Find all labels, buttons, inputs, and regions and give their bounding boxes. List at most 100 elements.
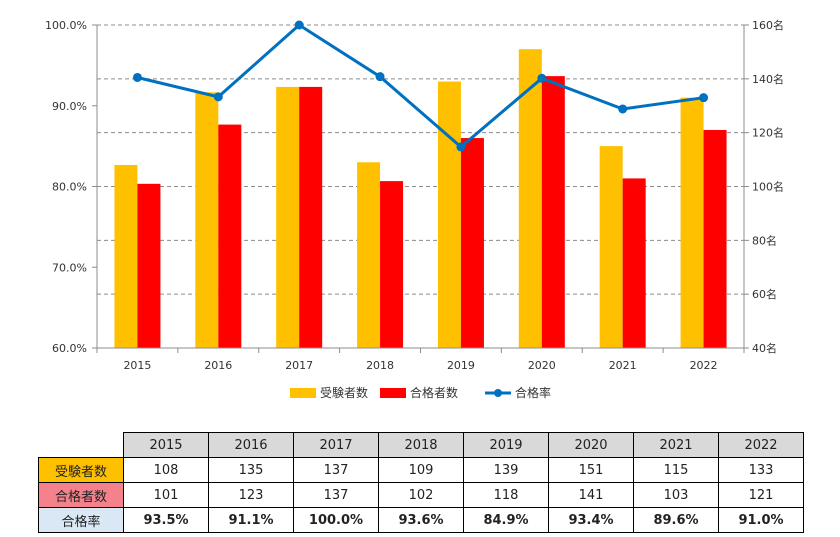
table-cell: 123 xyxy=(208,482,294,508)
bar-examinees-2018 xyxy=(357,162,381,348)
bar-examinees-2017 xyxy=(276,86,300,349)
table-cell: 109 xyxy=(378,457,464,483)
x-tick-label: 2017 xyxy=(285,359,313,372)
table-cell: 115 xyxy=(633,457,719,483)
bar-passers-2018 xyxy=(380,181,404,348)
table-cell: 93.6% xyxy=(378,507,464,533)
table-cell: 93.5% xyxy=(123,507,209,533)
right-tick-label: 60名 xyxy=(752,287,777,301)
year-header: 2021 xyxy=(633,432,719,458)
bar-examinees-2016 xyxy=(195,92,219,349)
table-cell: 91.0% xyxy=(718,507,804,533)
table-cell: 89.6% xyxy=(633,507,719,533)
legend-swatch-passers xyxy=(380,388,406,398)
table-header-row: 2015 2016 2017 2018 2019 2020 2021 2022 xyxy=(39,432,804,458)
table-cell: 102 xyxy=(378,482,464,508)
legend-swatch-examinees xyxy=(290,388,316,398)
pass-rate-point-2020 xyxy=(537,73,547,83)
gridlines xyxy=(97,24,744,295)
legend: 受験者数 合格者数 合格率 xyxy=(290,385,551,400)
table-cell: 93.4% xyxy=(548,507,634,533)
table-corner xyxy=(39,433,124,458)
table-cell: 101 xyxy=(123,482,209,508)
table-cell: 121 xyxy=(718,482,804,508)
data-table: 2015 2016 2017 2018 2019 2020 2021 2022 … xyxy=(38,432,804,533)
pass-rate-point-2017 xyxy=(294,20,304,30)
x-tick-label: 2020 xyxy=(528,359,556,372)
bars xyxy=(114,49,727,349)
table-cell: 133 xyxy=(718,457,804,483)
table-cell: 91.1% xyxy=(208,507,294,533)
row-label-examinees: 受験者数 xyxy=(38,457,124,483)
right-tick-label: 140名 xyxy=(752,72,784,86)
bar-examinees-2020 xyxy=(518,49,542,348)
legend-swatch-pass-rate-point xyxy=(494,389,502,397)
table-cell: 103 xyxy=(633,482,719,508)
bar-examinees-2019 xyxy=(437,81,461,349)
table-cell: 118 xyxy=(463,482,549,508)
table-cell: 151 xyxy=(548,457,634,483)
bar-passers-2021 xyxy=(622,178,646,348)
year-header: 2019 xyxy=(463,432,549,458)
left-tick-label: 70.0% xyxy=(52,261,87,274)
x-axis-ticks: 2015 2016 2017 2018 2019 2020 2021 2022 xyxy=(123,359,717,372)
left-tick-label: 60.0% xyxy=(52,342,87,355)
row-label-passers: 合格者数 xyxy=(38,482,124,508)
bar-examinees-2022 xyxy=(680,97,704,348)
legend-label-pass-rate: 合格率 xyxy=(515,385,551,400)
table-cell: 84.9% xyxy=(463,507,549,533)
year-header: 2020 xyxy=(548,432,634,458)
pass-rate-polyline xyxy=(137,23,704,149)
right-tick-label: 160名 xyxy=(752,18,784,32)
x-tick-label: 2022 xyxy=(690,359,718,372)
left-tick-label: 80.0% xyxy=(52,181,87,194)
table-row-passers: 合格者数 101 123 137 102 118 141 103 121 xyxy=(38,482,804,508)
year-header: 2017 xyxy=(293,432,379,458)
legend-label-passers: 合格者数 xyxy=(410,385,458,400)
table-cell: 100.0% xyxy=(293,507,379,533)
x-tick-label: 2021 xyxy=(609,359,637,372)
year-header: 2022 xyxy=(718,432,804,458)
table-cell: 137 xyxy=(293,482,379,508)
table-row-examinees: 受験者数 108 135 137 109 139 151 115 133 xyxy=(38,457,804,483)
bar-examinees-2015 xyxy=(114,164,138,348)
left-axis-ticks: 60.0% 70.0% 80.0% 90.0% 100.0% xyxy=(45,19,87,355)
left-tick-label: 100.0% xyxy=(45,19,87,32)
table-cell: 141 xyxy=(548,482,634,508)
axes xyxy=(92,24,749,353)
legend-label-examinees: 受験者数 xyxy=(320,385,368,400)
table-cell: 139 xyxy=(463,457,549,483)
year-header: 2016 xyxy=(208,432,294,458)
year-header: 2018 xyxy=(378,432,464,458)
bar-passers-2022 xyxy=(703,129,727,348)
table-row-pass-rate: 合格率 93.5% 91.1% 100.0% 93.6% 84.9% 93.4%… xyxy=(38,507,804,533)
pass-rate-point-2021 xyxy=(618,104,628,114)
table-cell: 137 xyxy=(293,457,379,483)
right-tick-label: 40名 xyxy=(752,341,777,355)
pass-rate-line xyxy=(132,20,709,152)
right-tick-label: 100名 xyxy=(752,180,784,194)
combo-chart: 60.0% 70.0% 80.0% 90.0% 100.0% 40名 60名 80名 100名… xyxy=(45,18,784,400)
right-tick-label: 80名 xyxy=(752,233,777,247)
pass-rate-point-2015 xyxy=(132,72,142,82)
pass-rate-point-2018 xyxy=(375,72,385,82)
x-tick-label: 2016 xyxy=(204,359,232,372)
x-tick-label: 2019 xyxy=(447,359,475,372)
year-header: 2015 xyxy=(123,432,209,458)
table-cell: 135 xyxy=(208,457,294,483)
bar-passers-2017 xyxy=(299,86,323,349)
x-tick-label: 2018 xyxy=(366,359,394,372)
pass-rate-point-2022 xyxy=(699,93,709,103)
right-tick-label: 120名 xyxy=(752,126,784,140)
bar-passers-2015 xyxy=(137,183,161,348)
right-axis-ticks: 40名 60名 80名 100名 120名 140名 160名 xyxy=(752,18,784,355)
left-tick-label: 90.0% xyxy=(52,100,87,113)
x-tick-label: 2015 xyxy=(123,359,151,372)
bar-passers-2019 xyxy=(460,138,484,348)
table-cell: 108 xyxy=(123,457,209,483)
bar-passers-2020 xyxy=(541,76,565,349)
pass-rate-point-2016 xyxy=(213,92,223,102)
pass-rate-point-2019 xyxy=(456,142,466,152)
row-label-pass-rate: 合格率 xyxy=(38,507,124,533)
bar-passers-2016 xyxy=(218,124,242,348)
